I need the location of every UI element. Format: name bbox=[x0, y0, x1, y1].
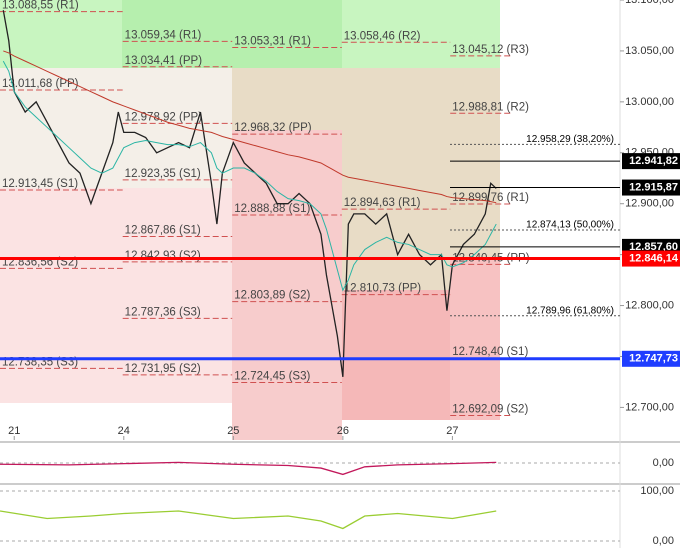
y-tick-label: 13.000,00 bbox=[625, 96, 674, 108]
pivot-label: 13.011,68 (PP) bbox=[2, 78, 79, 90]
pivot-label: 12.867,86 (S1) bbox=[125, 224, 201, 236]
indicator-line bbox=[0, 510, 497, 530]
x-tick-label: 25 bbox=[227, 425, 239, 437]
pivot-label: 12.803,89 (S2) bbox=[234, 290, 310, 302]
panel-tick-label: 100,00 bbox=[640, 485, 674, 497]
pivot-label: 12.787,36 (S3) bbox=[125, 306, 201, 318]
panel-tick-label: 0,00 bbox=[653, 535, 674, 547]
y-tick-label: 13.100,00 bbox=[625, 0, 674, 6]
x-tick-label: 21 bbox=[8, 425, 20, 437]
moving-average bbox=[3, 50, 497, 204]
price-tag bbox=[622, 350, 680, 367]
y-tick-label: 12.900,00 bbox=[625, 198, 674, 210]
fib-label: 12.874,13 (50,00%) bbox=[526, 220, 614, 231]
pivot-label: 12.842,93 (S2) bbox=[125, 250, 201, 262]
pivot-label: 12.731,95 (S2) bbox=[125, 363, 201, 375]
x-tick-label: 26 bbox=[337, 425, 349, 437]
pivot-label: 13.059,34 (R1) bbox=[125, 29, 202, 41]
price-tag-label: 12.857,60 bbox=[629, 241, 678, 253]
fib-label: 12.958,29 (38,20%) bbox=[526, 134, 614, 145]
y-tick-label: 13.050,00 bbox=[625, 45, 674, 57]
price-tag bbox=[622, 250, 680, 267]
panel-tick-label: 0,00 bbox=[653, 457, 674, 469]
pivot-label: 12.978,92 (PP) bbox=[125, 111, 203, 123]
pivot-label: 12.724,45 (S3) bbox=[234, 371, 310, 383]
y-tick-label: 12.800,00 bbox=[625, 299, 674, 311]
pivot-label: 12.913,45 (S1) bbox=[2, 178, 78, 190]
pivot-label: 12.988,81 (R2) bbox=[452, 101, 529, 113]
price-tag bbox=[622, 153, 680, 170]
pivot-label: 13.088,55 (R1) bbox=[2, 0, 79, 12]
price-tag-label: 12.941,82 bbox=[629, 155, 678, 167]
pivot-label: 12.923,35 (S1) bbox=[125, 168, 201, 180]
pivot-label: 12.748,40 (S1) bbox=[452, 346, 528, 358]
pivot-label: 12.899,76 (R1) bbox=[452, 192, 529, 204]
pivot-label: 12.968,32 (PP) bbox=[234, 122, 312, 134]
fib-label: 12.789,96 (61,80%) bbox=[526, 305, 614, 316]
price-tag-label: 12.915,87 bbox=[629, 181, 678, 193]
indicator-line bbox=[0, 461, 497, 476]
pivot-label: 12.888,88 (S1) bbox=[234, 203, 310, 215]
x-tick-label: 27 bbox=[446, 425, 458, 437]
x-tick-label: 24 bbox=[118, 425, 130, 437]
y-tick-label: 12.700,00 bbox=[625, 401, 674, 413]
price-line bbox=[2, 10, 497, 377]
moving-average bbox=[2, 60, 497, 292]
pivot-label: 13.034,41 (PP) bbox=[125, 55, 203, 67]
price-tag-label: 12.747,73 bbox=[629, 353, 678, 365]
pivot-label: 12.810,73 (PP) bbox=[344, 283, 422, 295]
price-tag-label: 12.846,14 bbox=[629, 252, 679, 264]
pivot-label: 13.053,31 (R1) bbox=[234, 36, 311, 48]
pivot-label: 13.045,12 (R3) bbox=[452, 44, 529, 56]
pivot-label: 12.894,63 (R1) bbox=[344, 197, 421, 209]
pivot-label: 13.058,46 (R2) bbox=[344, 30, 421, 42]
price-tag bbox=[622, 179, 680, 196]
pivot-label: 12.692,09 (S2) bbox=[452, 403, 528, 415]
